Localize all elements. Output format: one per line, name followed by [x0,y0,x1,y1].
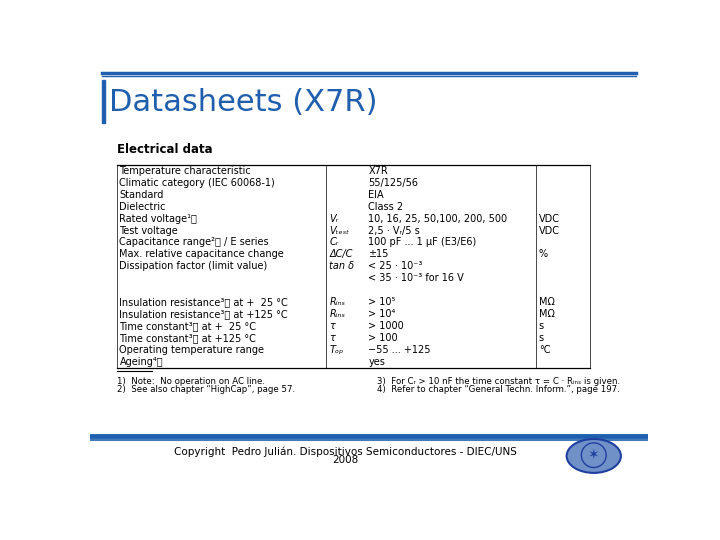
Text: > 100: > 100 [368,333,398,343]
Text: s: s [539,321,544,331]
Text: 4)  Refer to chapter “General Techn. Inform.”, page 197.: 4) Refer to chapter “General Techn. Info… [377,384,619,394]
Text: 100 pF ... 1 μF (E3/E6): 100 pF ... 1 μF (E3/E6) [368,238,477,247]
Text: Copyright  Pedro Julián. Dispositivos Semiconductores - DIEC/UNS: Copyright Pedro Julián. Dispositivos Sem… [174,446,517,457]
Text: Insulation resistance³⧠ at +  25 °C: Insulation resistance³⧠ at + 25 °C [120,297,288,307]
Text: Vₜₑₛₜ: Vₜₑₛₜ [330,226,350,235]
Text: MΩ: MΩ [539,297,554,307]
Text: Class 2: Class 2 [368,201,403,212]
Text: Climatic category (IEC 60068-1): Climatic category (IEC 60068-1) [120,178,275,188]
Text: Dielectric: Dielectric [120,201,166,212]
Text: < 25 · 10⁻³: < 25 · 10⁻³ [368,261,423,271]
Text: τ: τ [330,321,336,331]
Text: 10, 16, 25, 50,100, 200, 500: 10, 16, 25, 50,100, 200, 500 [368,214,508,224]
Text: VDC: VDC [539,226,559,235]
Text: %: % [539,249,548,259]
Text: Operating temperature range: Operating temperature range [120,345,264,355]
Text: Tₒₚ: Tₒₚ [330,345,343,355]
Text: Test voltage: Test voltage [120,226,179,235]
Text: τ: τ [330,333,336,343]
Text: Time constant³⧠ at +125 °C: Time constant³⧠ at +125 °C [120,333,256,343]
Text: Temperature characteristic: Temperature characteristic [120,166,251,176]
Text: 1)  Note:  No operation on AC line.: 1) Note: No operation on AC line. [117,377,265,386]
Bar [102,80,104,123]
Text: −55 ... +125: −55 ... +125 [368,345,431,355]
Text: Max. relative capacitance change: Max. relative capacitance change [120,249,284,259]
Text: ΔC/C: ΔC/C [330,249,353,259]
Text: 55/125/56: 55/125/56 [368,178,418,188]
Text: Rated voltage¹⧠: Rated voltage¹⧠ [120,214,197,224]
Text: < 35 · 10⁻³ for 16 V: < 35 · 10⁻³ for 16 V [368,273,464,284]
Text: s: s [539,333,544,343]
Text: ±15: ±15 [368,249,389,259]
Text: Cᵣ: Cᵣ [330,238,338,247]
Text: Ageing⁴⧠: Ageing⁴⧠ [120,357,163,367]
Text: Vᵣ: Vᵣ [330,214,338,224]
Text: tan δ: tan δ [330,261,355,271]
Text: Insulation resistance³⧠ at +125 °C: Insulation resistance³⧠ at +125 °C [120,309,288,319]
Text: Time constant³⧠ at +  25 °C: Time constant³⧠ at + 25 °C [120,321,256,331]
Text: Dissipation factor (limit value): Dissipation factor (limit value) [120,261,268,271]
Text: 2,5 · Vᵣ/5 s: 2,5 · Vᵣ/5 s [368,226,420,235]
Text: Rᵢₙₛ: Rᵢₙₛ [330,297,346,307]
Ellipse shape [567,439,621,473]
Text: Rᵢₙₛ: Rᵢₙₛ [330,309,346,319]
Text: Datasheets (X7R): Datasheets (X7R) [109,88,378,117]
Text: MΩ: MΩ [539,309,554,319]
Text: > 10⁵: > 10⁵ [368,297,395,307]
Text: Capacitance range²⧠ / E series: Capacitance range²⧠ / E series [120,238,269,247]
Text: 2)  See also chapter “HighCap”, page 57.: 2) See also chapter “HighCap”, page 57. [117,384,295,394]
Text: Electrical data: Electrical data [117,143,212,156]
Text: VDC: VDC [539,214,559,224]
Text: ✶: ✶ [588,448,600,461]
Text: 3)  For Cᵣ > 10 nF the time constant τ = C · Rᵢₙₛ is given.: 3) For Cᵣ > 10 nF the time constant τ = … [377,377,620,386]
Text: X7R: X7R [368,166,388,176]
Text: > 10⁴: > 10⁴ [368,309,395,319]
Text: EIA: EIA [368,190,384,200]
Text: 2008: 2008 [333,455,359,465]
Text: °C: °C [539,345,550,355]
Text: Standard: Standard [120,190,164,200]
Text: yes: yes [368,357,385,367]
Text: > 1000: > 1000 [368,321,404,331]
